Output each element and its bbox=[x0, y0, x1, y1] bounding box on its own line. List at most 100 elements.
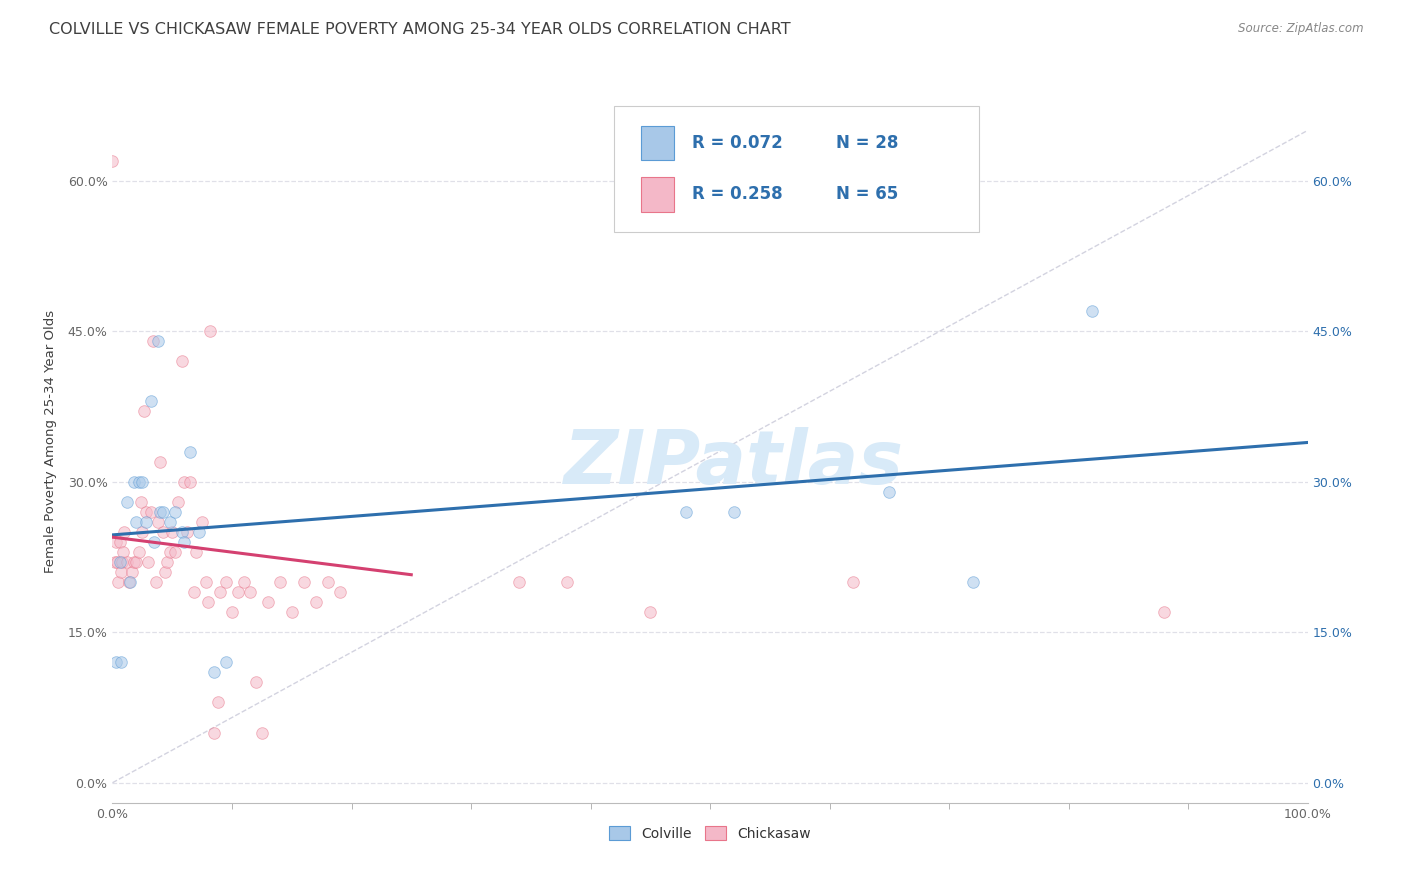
Point bbox=[111, 555, 134, 569]
Point bbox=[120, 574, 142, 589]
Point bbox=[125, 515, 148, 529]
Text: Source: ZipAtlas.com: Source: ZipAtlas.com bbox=[1239, 22, 1364, 36]
Point bbox=[170, 524, 193, 539]
Point bbox=[122, 555, 145, 569]
Text: N = 65: N = 65 bbox=[835, 186, 898, 203]
Point bbox=[104, 555, 127, 569]
Point bbox=[233, 574, 256, 589]
Y-axis label: Female Poverty Among 25-34 Year Olds: Female Poverty Among 25-34 Year Olds bbox=[44, 310, 56, 573]
Text: N = 28: N = 28 bbox=[835, 134, 898, 153]
Point bbox=[879, 484, 901, 499]
Point bbox=[110, 655, 132, 669]
Point bbox=[146, 515, 169, 529]
Text: R = 0.072: R = 0.072 bbox=[692, 134, 783, 153]
Point bbox=[149, 505, 172, 519]
Point bbox=[281, 605, 304, 619]
Point bbox=[176, 524, 198, 539]
Point bbox=[316, 574, 339, 589]
Text: ZIPatlas: ZIPatlas bbox=[564, 426, 904, 500]
Point bbox=[245, 675, 267, 690]
Point bbox=[292, 574, 315, 589]
Point bbox=[207, 696, 229, 710]
Point bbox=[215, 655, 238, 669]
Point bbox=[305, 595, 328, 609]
Point bbox=[202, 725, 225, 739]
Point bbox=[131, 524, 153, 539]
Point bbox=[142, 334, 165, 348]
Point bbox=[226, 585, 249, 599]
Point bbox=[135, 515, 157, 529]
Point bbox=[128, 475, 150, 489]
Point bbox=[125, 555, 148, 569]
Point bbox=[139, 394, 162, 409]
FancyBboxPatch shape bbox=[614, 105, 979, 232]
Point bbox=[107, 574, 129, 589]
Point bbox=[1081, 304, 1104, 318]
Text: R = 0.258: R = 0.258 bbox=[692, 186, 783, 203]
Point bbox=[163, 545, 186, 559]
Point bbox=[257, 595, 280, 609]
Point bbox=[197, 595, 219, 609]
Point bbox=[250, 725, 273, 739]
Point bbox=[640, 605, 662, 619]
Point bbox=[723, 505, 745, 519]
Point bbox=[194, 574, 217, 589]
FancyBboxPatch shape bbox=[641, 126, 675, 161]
Point bbox=[159, 545, 181, 559]
Point bbox=[170, 354, 193, 368]
Point bbox=[101, 153, 124, 168]
Point bbox=[183, 585, 205, 599]
Point bbox=[152, 524, 174, 539]
Point bbox=[962, 574, 984, 589]
Point bbox=[146, 334, 169, 348]
Point bbox=[239, 585, 262, 599]
Point bbox=[842, 574, 865, 589]
Point bbox=[269, 574, 291, 589]
Point bbox=[221, 605, 243, 619]
Point bbox=[132, 404, 155, 418]
Point bbox=[122, 475, 145, 489]
Point bbox=[159, 515, 181, 529]
Point bbox=[162, 524, 183, 539]
Point bbox=[163, 505, 186, 519]
FancyBboxPatch shape bbox=[641, 178, 675, 211]
Point bbox=[115, 555, 138, 569]
Point bbox=[173, 534, 195, 549]
Text: COLVILLE VS CHICKASAW FEMALE POVERTY AMONG 25-34 YEAR OLDS CORRELATION CHART: COLVILLE VS CHICKASAW FEMALE POVERTY AMO… bbox=[49, 22, 790, 37]
Point bbox=[139, 505, 162, 519]
Point bbox=[105, 555, 128, 569]
Point bbox=[555, 574, 578, 589]
Point bbox=[138, 555, 160, 569]
Point bbox=[105, 534, 128, 549]
Point bbox=[329, 585, 352, 599]
Point bbox=[187, 524, 209, 539]
Point bbox=[202, 665, 225, 680]
Point bbox=[105, 655, 128, 669]
Point bbox=[153, 565, 176, 579]
Point bbox=[1153, 605, 1175, 619]
Point bbox=[200, 324, 222, 338]
Point bbox=[112, 545, 135, 559]
Point bbox=[209, 585, 232, 599]
Legend: Colville, Chickasaw: Colville, Chickasaw bbox=[603, 821, 817, 847]
Point bbox=[108, 534, 131, 549]
Point bbox=[131, 475, 153, 489]
Point bbox=[110, 565, 132, 579]
Point bbox=[118, 574, 141, 589]
Point bbox=[179, 444, 201, 458]
Point bbox=[215, 574, 238, 589]
Point bbox=[129, 494, 152, 508]
Point bbox=[179, 475, 201, 489]
Point bbox=[135, 505, 157, 519]
Point bbox=[152, 505, 174, 519]
Point bbox=[149, 454, 172, 469]
Point bbox=[191, 515, 214, 529]
Point bbox=[186, 545, 208, 559]
Point bbox=[143, 534, 166, 549]
Point bbox=[108, 555, 131, 569]
Point bbox=[114, 524, 135, 539]
Point bbox=[115, 494, 138, 508]
Point bbox=[167, 494, 190, 508]
Point bbox=[121, 565, 143, 579]
Point bbox=[675, 505, 697, 519]
